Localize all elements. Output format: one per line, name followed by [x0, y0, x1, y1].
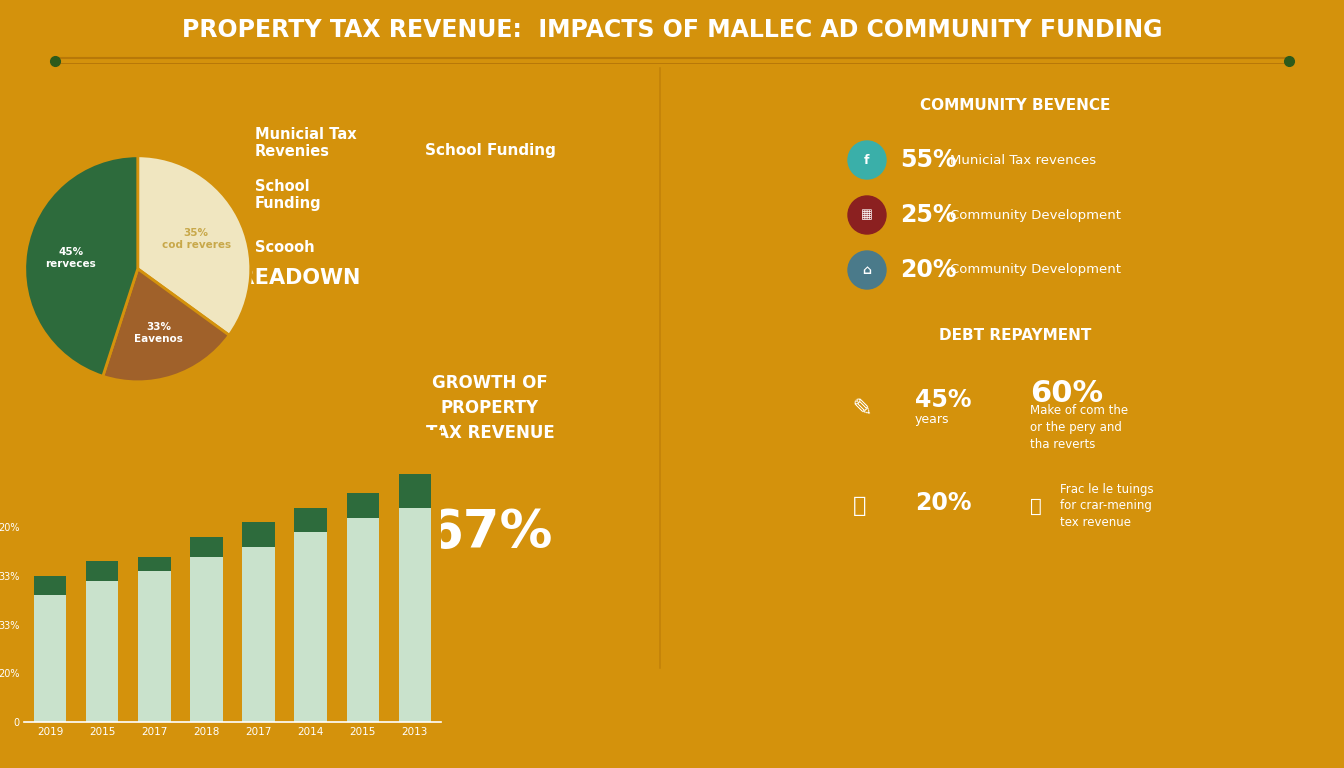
- Text: COMMUNITY BREADOWN: COMMUNITY BREADOWN: [70, 268, 360, 288]
- Text: Community Development: Community Development: [950, 208, 1121, 221]
- Text: Municial
Services: Municial Services: [90, 316, 146, 344]
- Bar: [34, 576, 66, 595]
- Text: 🌿: 🌿: [853, 496, 867, 516]
- Text: School
Funding: School Funding: [255, 180, 321, 210]
- Text: 45%
rerveces: 45% rerveces: [46, 247, 97, 269]
- Text: 45%: 45%: [915, 388, 972, 412]
- Ellipse shape: [848, 251, 886, 289]
- Text: 55%: 55%: [900, 148, 957, 172]
- Text: Municial Tax
Revenies: Municial Tax Revenies: [255, 127, 356, 159]
- Text: 33%
Eavenos: 33% Eavenos: [134, 323, 183, 344]
- Bar: [399, 474, 431, 508]
- Bar: [138, 557, 171, 571]
- Bar: [191, 557, 223, 722]
- Bar: [34, 595, 66, 722]
- Bar: [191, 537, 223, 557]
- Text: 35%
cod reveres: 35% cod reveres: [161, 228, 231, 250]
- Bar: [347, 518, 379, 722]
- Wedge shape: [103, 269, 230, 382]
- Text: School Funding: School Funding: [425, 143, 555, 157]
- Text: 67%: 67%: [427, 507, 554, 559]
- Wedge shape: [24, 156, 137, 376]
- Text: DEBT REPAYMENT: DEBT REPAYMENT: [939, 329, 1091, 343]
- Text: 25%: 25%: [900, 203, 957, 227]
- Bar: [86, 561, 118, 581]
- Bar: [294, 532, 327, 722]
- Text: PROPERTY TAX REVENUE:  IMPACTS OF MALLEC AD COMMUNITY FUNDING: PROPERTY TAX REVENUE: IMPACTS OF MALLEC …: [181, 18, 1163, 42]
- Bar: [138, 571, 171, 722]
- Text: 20%: 20%: [915, 491, 972, 515]
- Bar: [86, 581, 118, 722]
- Text: ✏: ✏: [844, 392, 876, 424]
- Text: Frac le le tuings
for crar-mening
tex revenue: Frac le le tuings for crar-mening tex re…: [1060, 482, 1153, 529]
- Text: Community Development: Community Development: [950, 263, 1121, 276]
- Ellipse shape: [848, 196, 886, 234]
- Text: ⌂: ⌂: [863, 263, 871, 276]
- Text: Municial Tax revences: Municial Tax revences: [950, 154, 1097, 167]
- Text: ▦: ▦: [862, 208, 872, 221]
- Text: years: years: [915, 413, 949, 426]
- Text: 20%: 20%: [900, 258, 957, 282]
- Text: GROWTH OF
PROPERTY
TAX REVENUE: GROWTH OF PROPERTY TAX REVENUE: [426, 374, 554, 442]
- Bar: [399, 508, 431, 722]
- Text: Make of com the
or the pery and
tha reverts: Make of com the or the pery and tha reve…: [1030, 405, 1128, 452]
- Text: Scoooh: Scoooh: [255, 240, 314, 254]
- Text: 👤: 👤: [1030, 496, 1042, 515]
- Wedge shape: [137, 156, 251, 335]
- Bar: [242, 522, 274, 547]
- Bar: [347, 493, 379, 518]
- Bar: [242, 547, 274, 722]
- Text: 60%: 60%: [1030, 379, 1103, 408]
- Bar: [294, 508, 327, 532]
- Ellipse shape: [848, 141, 886, 179]
- Text: f: f: [864, 154, 870, 167]
- Text: COMMUNITY BEVENCE: COMMUNITY BEVENCE: [919, 98, 1110, 112]
